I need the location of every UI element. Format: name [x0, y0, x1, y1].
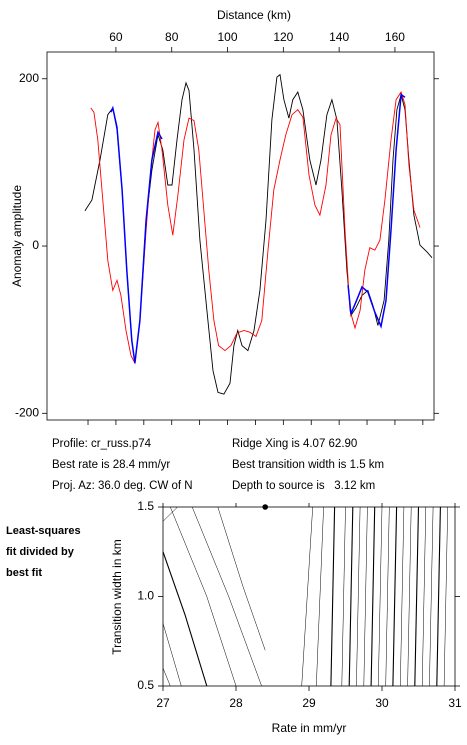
annotation: Profile: cr_russ.p74	[52, 438, 152, 450]
contour-line	[363, 506, 368, 687]
contour-line	[191, 506, 262, 687]
x-tick-label: 28	[229, 696, 243, 710]
contour-line	[316, 506, 324, 687]
annotation: Best transition width is 1.5 km	[232, 459, 384, 471]
profile-line	[110, 93, 406, 364]
contour-line	[162, 668, 171, 687]
y-tick-label: -200	[15, 405, 39, 419]
side-title: fit divided by	[6, 546, 75, 558]
contour-line	[392, 506, 398, 687]
contour-line	[443, 506, 448, 687]
y-tick-label: 1.5	[137, 499, 154, 513]
x-axis-title: Distance (km)	[217, 8, 291, 22]
x-tick-label: 80	[165, 30, 179, 44]
contour-line	[407, 506, 412, 687]
y-tick-label: 0	[32, 238, 39, 252]
side-title: best fit	[6, 567, 42, 579]
contour-line	[348, 506, 354, 687]
annotation: Ridge Xing is 4.07 62.90	[232, 438, 357, 450]
contour-line	[162, 551, 208, 687]
x-tick-label: 100	[218, 30, 238, 44]
x-tick-label: 30	[375, 696, 389, 710]
contour-line	[217, 506, 266, 651]
y-axis-title: Anomaly amplitude	[10, 185, 24, 287]
contour-line	[436, 506, 441, 687]
y-tick-label: 200	[19, 71, 39, 85]
contour-line	[301, 506, 313, 687]
contour-line	[356, 506, 361, 687]
y-axis-title: Transition width in km	[110, 539, 124, 655]
x-tick-label: 29	[302, 696, 316, 710]
contour-line	[162, 623, 182, 687]
x-tick-label: 60	[109, 30, 123, 44]
contour-line	[421, 506, 427, 687]
contour-line	[330, 506, 336, 687]
annotation: Best rate is 28.4 mm/yr	[52, 459, 170, 471]
annotation: Proj. Az: 36.0 deg. CW of N	[52, 480, 193, 492]
contour-line	[341, 506, 346, 687]
y-tick-label: 1.0	[137, 589, 154, 603]
contour-line	[162, 506, 178, 522]
contour-line	[370, 506, 376, 687]
x-axis-title: Rate in mm/yr	[272, 721, 347, 735]
contour-line	[414, 506, 420, 687]
x-tick-label: 140	[329, 30, 349, 44]
annotation: Depth to source is 3.12 km	[232, 480, 375, 492]
x-tick-label: 160	[385, 30, 405, 44]
contour-line	[400, 506, 405, 687]
x-tick-label: 31	[448, 696, 462, 710]
side-title: Least-squares	[6, 525, 81, 537]
x-tick-label: 120	[273, 30, 293, 44]
contour-line	[385, 506, 390, 687]
y-tick-label: 0.5	[137, 678, 154, 692]
x-tick-label: 27	[156, 696, 170, 710]
profile-frame	[46, 51, 435, 421]
contour-line	[429, 506, 434, 687]
contour-line	[378, 506, 383, 687]
contour-line	[170, 506, 237, 687]
best-fit-point	[262, 504, 269, 510]
